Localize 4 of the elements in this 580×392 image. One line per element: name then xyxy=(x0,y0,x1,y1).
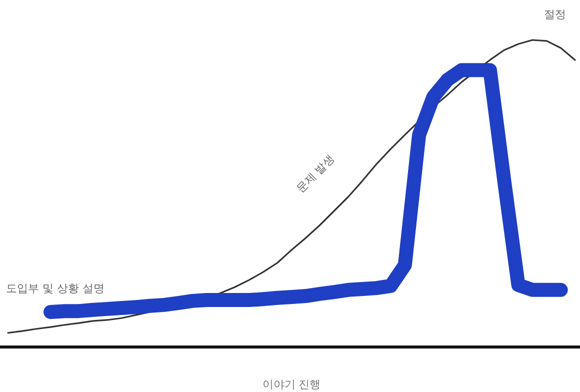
x-axis-title: 이야기 진행 xyxy=(262,378,321,391)
annotation: 도입부 및 상황 설명 xyxy=(6,282,104,295)
annotation: 문제 발생 xyxy=(294,152,337,195)
text: 절정 xyxy=(544,8,566,21)
